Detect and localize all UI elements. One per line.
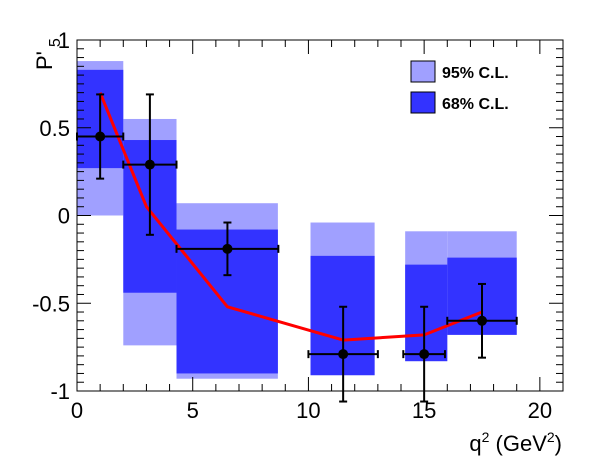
x-axis-title: q2 (GeV2)	[469, 429, 562, 456]
data-point-0	[76, 93, 125, 180]
axis-ticks	[76, 39, 564, 392]
y-tick-label: 0.5	[39, 116, 70, 141]
data-marker	[477, 315, 487, 326]
data-point-1	[122, 93, 178, 236]
data-points	[76, 93, 518, 403]
y-tick-label: 0	[58, 204, 70, 229]
x-tick-label: 0	[71, 398, 83, 423]
data-marker	[419, 349, 430, 360]
data-point-2	[175, 221, 280, 277]
x-tick-labels: 0 5 10 15 20	[71, 398, 552, 423]
y-tick-label: -1	[50, 379, 70, 404]
svg-text:q2 (GeV2): q2 (GeV2)	[469, 429, 562, 456]
plot-frame	[76, 39, 564, 392]
x-tick-label: 10	[296, 398, 320, 423]
cl68-band-4	[405, 264, 448, 362]
data-point-5	[446, 282, 518, 359]
legend-label-68: 68% C.L.	[442, 96, 509, 113]
data-marker	[95, 131, 106, 142]
data-point-3	[307, 305, 379, 403]
x-axis-title-main: q	[469, 431, 481, 456]
legend-swatch-95	[410, 60, 436, 83]
prediction-line	[98, 92, 483, 342]
svg-text:P'5: P' 5	[32, 38, 64, 70]
x-axis-title-unit-sup: 2	[547, 429, 555, 445]
y-tick-label: 1	[58, 28, 70, 53]
y-tick-label: -0.5	[32, 291, 70, 316]
x-tick-label: 5	[187, 398, 199, 423]
x-axis-title-unit: (GeV	[489, 431, 547, 456]
x-tick-label: 20	[528, 398, 552, 423]
y-axis-title: P' 5	[32, 38, 64, 70]
x-axis-title-unit-close: )	[555, 431, 562, 456]
data-point-4	[402, 305, 446, 403]
legend: 95% C.L. 68% C.L.	[410, 60, 509, 114]
y-axis-title-main: P'	[32, 51, 57, 70]
legend-label-95: 95% C.L.	[442, 65, 509, 82]
x-axis-title-sup: 2	[482, 429, 490, 445]
legend-swatch-68	[410, 91, 436, 114]
data-marker	[338, 349, 349, 360]
y-tick-labels: -1 -0.5 0 0.5 1	[32, 28, 70, 404]
data-marker	[144, 159, 155, 170]
y-axis-title-sub: 5	[47, 38, 64, 47]
data-marker	[222, 243, 233, 254]
